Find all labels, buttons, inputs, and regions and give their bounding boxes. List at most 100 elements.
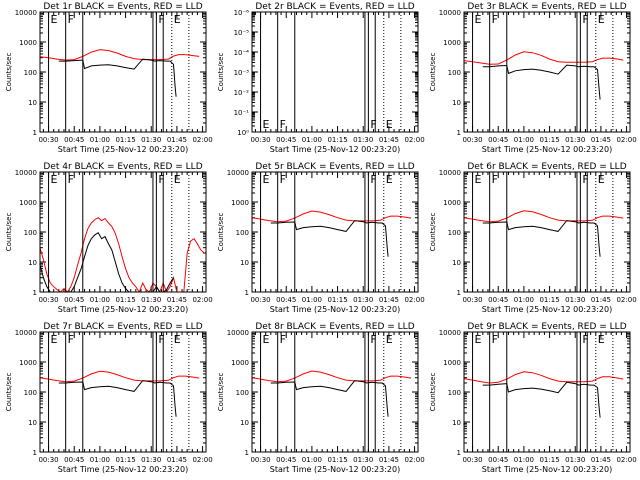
y-tick-label: 10 <box>28 419 37 427</box>
plot-frame <box>251 171 419 293</box>
y-tick-label: 10⁻⁵ <box>234 29 250 37</box>
x-tick-label: 01:30 <box>565 456 585 464</box>
y-tick-label: 1000 <box>19 359 37 367</box>
x-axis-label: Start Time (25-Nov-12 00:23:20) <box>482 305 612 314</box>
panel-det-8: Det 8r BLACK = Events, RED = LLD Counts/s… <box>217 322 425 474</box>
x-tick-label: 01:15 <box>115 136 135 144</box>
y-tick-label: 1 <box>245 289 249 297</box>
y-tick-label: 10000 <box>15 169 37 177</box>
y-tick-label: 10000 <box>15 9 37 17</box>
y-axis-label: Counts/sec <box>429 213 437 252</box>
y-tick-label: 10 <box>240 259 249 267</box>
y-tick-label: 10 <box>28 99 37 107</box>
x-tick-label: 00:30 <box>38 456 58 464</box>
y-tick-label: 100 <box>24 69 37 77</box>
time-marker-label: F <box>280 118 286 131</box>
panel-det-3: Det 3r BLACK = Events, RED = LLD Counts/s… <box>429 2 637 154</box>
time-marker-label: E <box>174 13 181 26</box>
x-tick-label: 00:30 <box>462 136 482 144</box>
x-axis-label: Start Time (25-Nov-12 00:23:20) <box>270 465 400 474</box>
time-marker-label: E <box>51 173 58 186</box>
y-axis-label: Counts/sec <box>429 373 437 412</box>
y-axis-label: Counts/sec <box>5 373 13 412</box>
x-tick-label: 01:45 <box>379 456 399 464</box>
y-axis-label: Counts/sec <box>5 213 13 252</box>
time-marker-label: F <box>68 173 74 186</box>
panel-title: Det 9r BLACK = Events, RED = LLD <box>467 322 626 332</box>
x-tick-label: 01:00 <box>90 456 110 464</box>
x-tick-label: 01:15 <box>115 456 135 464</box>
panel-det-7: Det 7r BLACK = Events, RED = LLD Counts/s… <box>5 322 213 474</box>
y-tick-label: 100 <box>24 389 37 397</box>
time-marker-label: F <box>280 333 286 346</box>
time-marker-label: F <box>492 173 498 186</box>
x-tick-label: 01:15 <box>327 456 347 464</box>
x-tick-label: 00:30 <box>38 296 58 304</box>
y-tick-label: 10000 <box>439 9 461 17</box>
panel-det-4: Det 4r BLACK = Events, RED = LLD Counts/s… <box>5 162 213 314</box>
panel-det-6: Det 6r BLACK = Events, RED = LLD Counts/s… <box>429 162 637 314</box>
x-tick-label: 02:00 <box>616 456 636 464</box>
x-tick-label: 00:45 <box>64 296 84 304</box>
x-tick-label: 00:45 <box>488 296 508 304</box>
x-tick-label: 01:00 <box>90 296 110 304</box>
x-tick-label: 01:15 <box>327 296 347 304</box>
x-tick-label: 01:15 <box>327 136 347 144</box>
y-tick-label: 100 <box>236 229 249 237</box>
time-marker-label: E <box>475 333 482 346</box>
x-tick-label: 01:30 <box>353 136 373 144</box>
x-tick-label: 00:45 <box>488 136 508 144</box>
time-marker-label: F <box>370 118 376 131</box>
panel-title: Det 5r BLACK = Events, RED = LLD <box>255 162 414 172</box>
x-tick-label: 01:30 <box>141 456 161 464</box>
plot-frame <box>251 331 419 453</box>
series-line-lld <box>40 217 205 292</box>
y-tick-label: 100 <box>448 229 461 237</box>
panel-title: Det 8r BLACK = Events, RED = LLD <box>255 322 414 332</box>
x-tick-label: 02:00 <box>192 296 212 304</box>
y-tick-label: 10⁰ <box>237 129 249 137</box>
x-tick-label: 00:30 <box>38 136 58 144</box>
time-marker-label: F <box>582 13 588 26</box>
x-tick-label: 01:45 <box>167 296 187 304</box>
panel-title: Det 3r BLACK = Events, RED = LLD <box>467 2 626 12</box>
time-marker-label: E <box>174 333 181 346</box>
time-marker-label: F <box>280 173 286 186</box>
time-marker-label: E <box>386 333 393 346</box>
y-axis-label: Counts/sec <box>429 53 437 92</box>
x-tick-label: 02:00 <box>616 296 636 304</box>
y-axis-label: Counts/sec <box>217 213 225 252</box>
x-tick-label: 01:45 <box>591 136 611 144</box>
y-tick-label: 1 <box>457 289 461 297</box>
y-tick-label: 10⁻⁴ <box>234 49 250 57</box>
x-tick-label: 01:00 <box>514 136 534 144</box>
x-tick-label: 01:30 <box>141 136 161 144</box>
panel-det-9: Det 9r BLACK = Events, RED = LLD Counts/s… <box>429 322 637 474</box>
x-tick-label: 01:15 <box>539 456 559 464</box>
y-tick-label: 10000 <box>439 329 461 337</box>
time-marker-label: E <box>174 173 181 186</box>
plot-frame <box>463 171 631 293</box>
x-tick-label: 01:15 <box>115 296 135 304</box>
time-marker-label: E <box>386 173 393 186</box>
x-axis-label: Start Time (25-Nov-12 00:23:20) <box>58 305 188 314</box>
x-tick-label: 00:30 <box>462 456 482 464</box>
y-tick-label: 1 <box>33 129 37 137</box>
time-marker-label: F <box>158 13 164 26</box>
x-tick-label: 01:45 <box>379 296 399 304</box>
time-marker-label: F <box>370 173 376 186</box>
x-axis-label: Start Time (25-Nov-12 00:23:20) <box>482 465 612 474</box>
panel-title: Det 7r BLACK = Events, RED = LLD <box>43 322 202 332</box>
x-tick-label: 00:45 <box>64 456 84 464</box>
y-tick-label: 10⁻³ <box>234 69 250 77</box>
y-tick-label: 10 <box>452 259 461 267</box>
x-tick-label: 01:45 <box>591 296 611 304</box>
x-tick-label: 01:15 <box>539 136 559 144</box>
y-tick-label: 10000 <box>227 329 249 337</box>
y-tick-label: 1 <box>33 449 37 457</box>
x-tick-label: 02:00 <box>404 456 424 464</box>
panel-title: Det 1r BLACK = Events, RED = LLD <box>43 2 202 12</box>
time-marker-label: E <box>475 173 482 186</box>
x-tick-label: 01:00 <box>302 456 322 464</box>
